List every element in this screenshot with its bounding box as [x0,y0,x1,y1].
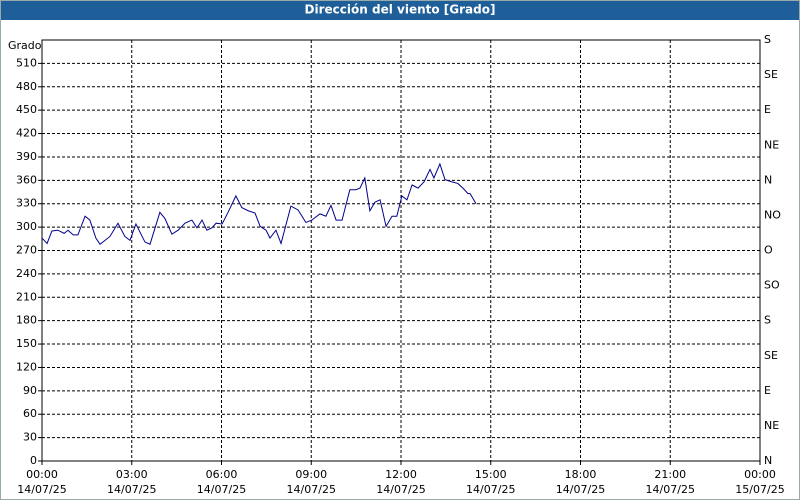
y-tick-label: 300 [16,220,37,233]
x-tick-date: 14/07/25 [556,483,605,496]
title-bar [0,0,800,20]
x-tick-date: 14/07/25 [287,483,336,496]
y2-tick-label: E [764,103,771,116]
y-tick-label: 210 [16,290,37,303]
y-tick-label: 90 [23,384,37,397]
y2-tick-label: NE [764,419,779,432]
y2-tick-label: SO [764,279,780,292]
x-tick-date: 15/07/25 [735,483,784,496]
data-line [41,162,477,246]
x-tick-date: 14/07/25 [466,483,515,496]
x-tick-label: 18:00 [565,468,597,481]
y-tick-label: 270 [16,244,37,257]
y-tick-label: 360 [16,173,37,186]
x-tick-label: 03:00 [116,468,148,481]
y-tick-label: 510 [16,56,37,69]
y-axis-label: Grado [8,39,42,52]
y2-tick-label: NE [764,138,779,151]
y2-tick-label: N [764,173,772,186]
y2-tick-label: S [764,314,771,327]
y-tick-label: 180 [16,314,37,327]
x-tick-date: 14/07/25 [197,483,246,496]
y2-tick-label: SE [764,68,778,81]
y2-tick-label: N [764,454,772,467]
y-tick-label: 150 [16,337,37,350]
x-tick-label: 00:00 [26,468,58,481]
y-tick-label: 480 [16,80,37,93]
x-tick-date: 14/07/25 [646,483,695,496]
y-tick-label: 30 [23,431,37,444]
y-tick-label: 240 [16,267,37,280]
y2-tick-label: E [764,384,771,397]
x-tick-label: 15:00 [475,468,507,481]
y2-tick-label: NO [764,208,781,221]
chart-title: Dirección del viento [Grado] [305,3,496,17]
x-tick-label: 09:00 [295,468,327,481]
y2-tick-label: SE [764,349,778,362]
y-tick-label: 420 [16,127,37,140]
x-tick-date: 14/07/25 [107,483,156,496]
y-tick-label: 120 [16,360,37,373]
x-tick-label: 12:00 [385,468,417,481]
x-tick-date: 14/07/25 [17,483,66,496]
y-tick-label: 450 [16,103,37,116]
x-tick-label: 21:00 [654,468,686,481]
x-tick-label: 00:00 [744,468,776,481]
y-tick-label: 60 [23,407,37,420]
y2-tick-label: S [764,33,771,46]
y-tick-label: 0 [30,454,37,467]
y-tick-label: 330 [16,197,37,210]
y2-tick-label: O [764,244,773,257]
x-tick-label: 06:00 [206,468,238,481]
y-tick-label: 390 [16,150,37,163]
x-tick-date: 14/07/25 [376,483,425,496]
